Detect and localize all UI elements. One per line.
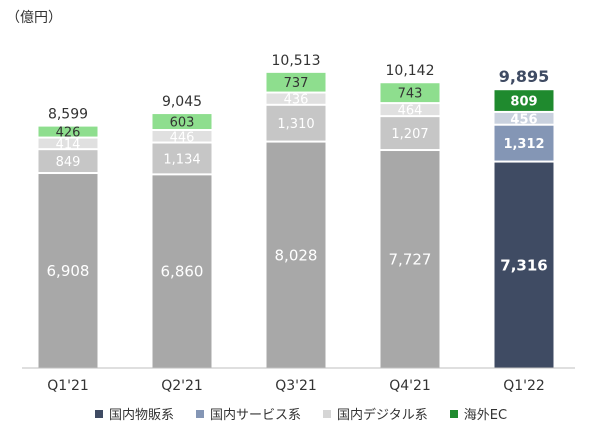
segment-domestic-services xyxy=(152,143,212,174)
data-label: 809 xyxy=(510,95,537,110)
segment-overseas-ec xyxy=(152,114,212,130)
unit-label: （億円） xyxy=(6,10,62,26)
data-label: 737 xyxy=(284,76,309,91)
segment-overseas-ec xyxy=(266,72,326,92)
data-label: 446 xyxy=(170,130,195,145)
data-label: 456 xyxy=(510,112,537,127)
segment-domestic-digital xyxy=(266,93,326,104)
x-tick-label: Q4'21 xyxy=(389,378,431,394)
legend-item-overseas-ec: 海外EC xyxy=(449,404,508,423)
legend-label: 国内サービス系 xyxy=(210,408,302,423)
legend-item-domestic-digital: 国内デジタル系 xyxy=(323,404,428,423)
total-label: 9,895 xyxy=(499,67,550,86)
data-label: 1,207 xyxy=(391,127,428,142)
data-label: 603 xyxy=(170,116,195,131)
total-label: 10,142 xyxy=(386,63,435,79)
segment-domestic-digital xyxy=(38,138,98,149)
legend-label: 国内デジタル系 xyxy=(337,408,428,423)
legend-item-domestic-goods: 国内物販系 xyxy=(95,404,174,423)
data-label: 1,312 xyxy=(503,137,544,152)
x-tick-label: Q2'21 xyxy=(161,378,203,394)
data-label: 426 xyxy=(56,126,81,141)
data-label: 8,028 xyxy=(275,246,318,264)
total-label: 10,513 xyxy=(272,53,321,69)
x-tick-label: Q1'22 xyxy=(503,378,545,394)
legend: 国内物販系 国内サービス系 国内デジタル系 海外EC xyxy=(95,404,529,423)
legend-swatch xyxy=(323,409,332,418)
data-label: 7,316 xyxy=(500,256,547,274)
data-label: 6,860 xyxy=(161,263,204,281)
data-label: 7,727 xyxy=(389,251,432,269)
x-tick-label: Q3'21 xyxy=(275,378,317,394)
segment-domestic-goods xyxy=(494,162,554,368)
data-label: 6,908 xyxy=(47,262,90,280)
segment-domestic-digital xyxy=(494,112,554,124)
segment-overseas-ec xyxy=(38,126,98,137)
x-tick-label: Q1'21 xyxy=(47,378,89,394)
data-label: 1,134 xyxy=(163,152,200,167)
segment-overseas-ec xyxy=(494,90,554,111)
data-label: 414 xyxy=(56,137,81,152)
total-label: 9,045 xyxy=(162,94,202,110)
legend-swatch xyxy=(95,409,103,418)
segment-domestic-goods xyxy=(152,175,212,368)
legend-swatch xyxy=(196,409,205,418)
segment-domestic-goods xyxy=(266,142,326,368)
data-label: 743 xyxy=(398,87,423,102)
legend-swatch xyxy=(449,409,458,418)
legend-item-domestic-services: 国内サービス系 xyxy=(196,404,301,423)
data-label: 849 xyxy=(56,155,81,170)
data-label: 1,310 xyxy=(277,117,314,132)
data-label: 436 xyxy=(284,93,309,108)
segment-overseas-ec xyxy=(380,83,440,103)
data-label: 464 xyxy=(398,104,423,119)
segment-domestic-goods xyxy=(380,151,440,368)
segment-domestic-services xyxy=(38,150,98,173)
legend-label: 国内物販系 xyxy=(109,408,175,423)
segment-domestic-digital xyxy=(380,104,440,116)
segment-domestic-goods xyxy=(38,174,98,368)
legend-label: 海外EC xyxy=(463,408,508,423)
segment-domestic-services xyxy=(380,117,440,150)
segment-domestic-services xyxy=(266,105,326,141)
segment-domestic-digital xyxy=(152,131,212,142)
segment-domestic-services xyxy=(494,125,554,161)
total-label: 8,599 xyxy=(48,107,88,123)
